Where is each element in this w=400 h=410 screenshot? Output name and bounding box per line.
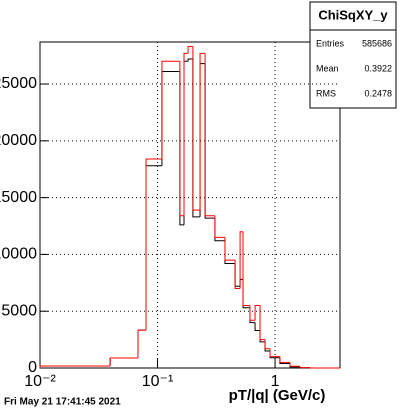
histogram-bin bbox=[204, 53, 215, 217]
stats-title: ChiSqXY_y bbox=[318, 7, 388, 22]
histogram-bin bbox=[239, 231, 244, 289]
histogram-bin bbox=[249, 305, 256, 321]
y-tick-label: 5000 bbox=[1, 302, 37, 319]
histogram-bin bbox=[187, 58, 193, 62]
histogram-bin bbox=[254, 305, 261, 321]
y-tick-label: 20000 bbox=[0, 132, 37, 149]
timestamp: Fri May 21 17:41:45 2021 bbox=[4, 397, 121, 408]
histogram-bin bbox=[224, 237, 236, 261]
histogram-bin bbox=[192, 46, 201, 211]
stats-label: Entries bbox=[316, 38, 345, 48]
x-tick-label: 1 bbox=[271, 373, 280, 390]
histogram-bin bbox=[279, 356, 290, 363]
stats-value: 0.2478 bbox=[364, 88, 392, 98]
stats-value: 585686 bbox=[362, 38, 392, 48]
stats-label: RMS bbox=[316, 88, 336, 98]
histogram-bin bbox=[259, 305, 266, 341]
histogram-bin bbox=[39, 365, 111, 368]
histogram-bin bbox=[179, 61, 185, 217]
frame bbox=[39, 41, 341, 369]
histogram-bin bbox=[254, 322, 261, 332]
histogram-bin bbox=[187, 46, 193, 54]
histogram-bin bbox=[299, 366, 311, 369]
histogram-bin bbox=[242, 231, 250, 307]
stats-box bbox=[309, 1, 397, 109]
histogram-bin bbox=[109, 357, 138, 367]
x-tick-label: 10⁻² bbox=[24, 373, 56, 390]
y-tick-label: 10000 bbox=[0, 246, 37, 263]
y-tick-label: 0 bbox=[28, 359, 37, 376]
y-tick-label: 25000 bbox=[0, 75, 37, 92]
x-tick-label: 10⁻¹ bbox=[142, 373, 174, 390]
x-axis-label: pT/|q| (GeV/c) bbox=[229, 387, 326, 404]
histogram-bin bbox=[137, 329, 147, 359]
histogram-bin bbox=[264, 339, 271, 350]
stats-label: Mean bbox=[316, 63, 339, 73]
histogram-bin bbox=[145, 158, 162, 331]
stats-value: 0.3922 bbox=[364, 63, 392, 73]
histogram-bin bbox=[269, 348, 280, 358]
y-tick-label: 15000 bbox=[0, 189, 37, 206]
histogram-bin bbox=[183, 52, 189, 216]
histogram-bin bbox=[214, 215, 225, 238]
histogram-bin bbox=[234, 260, 241, 289]
histogram-bin bbox=[289, 362, 300, 367]
histogram-bin bbox=[199, 52, 206, 211]
histogram-bin bbox=[161, 60, 180, 159]
